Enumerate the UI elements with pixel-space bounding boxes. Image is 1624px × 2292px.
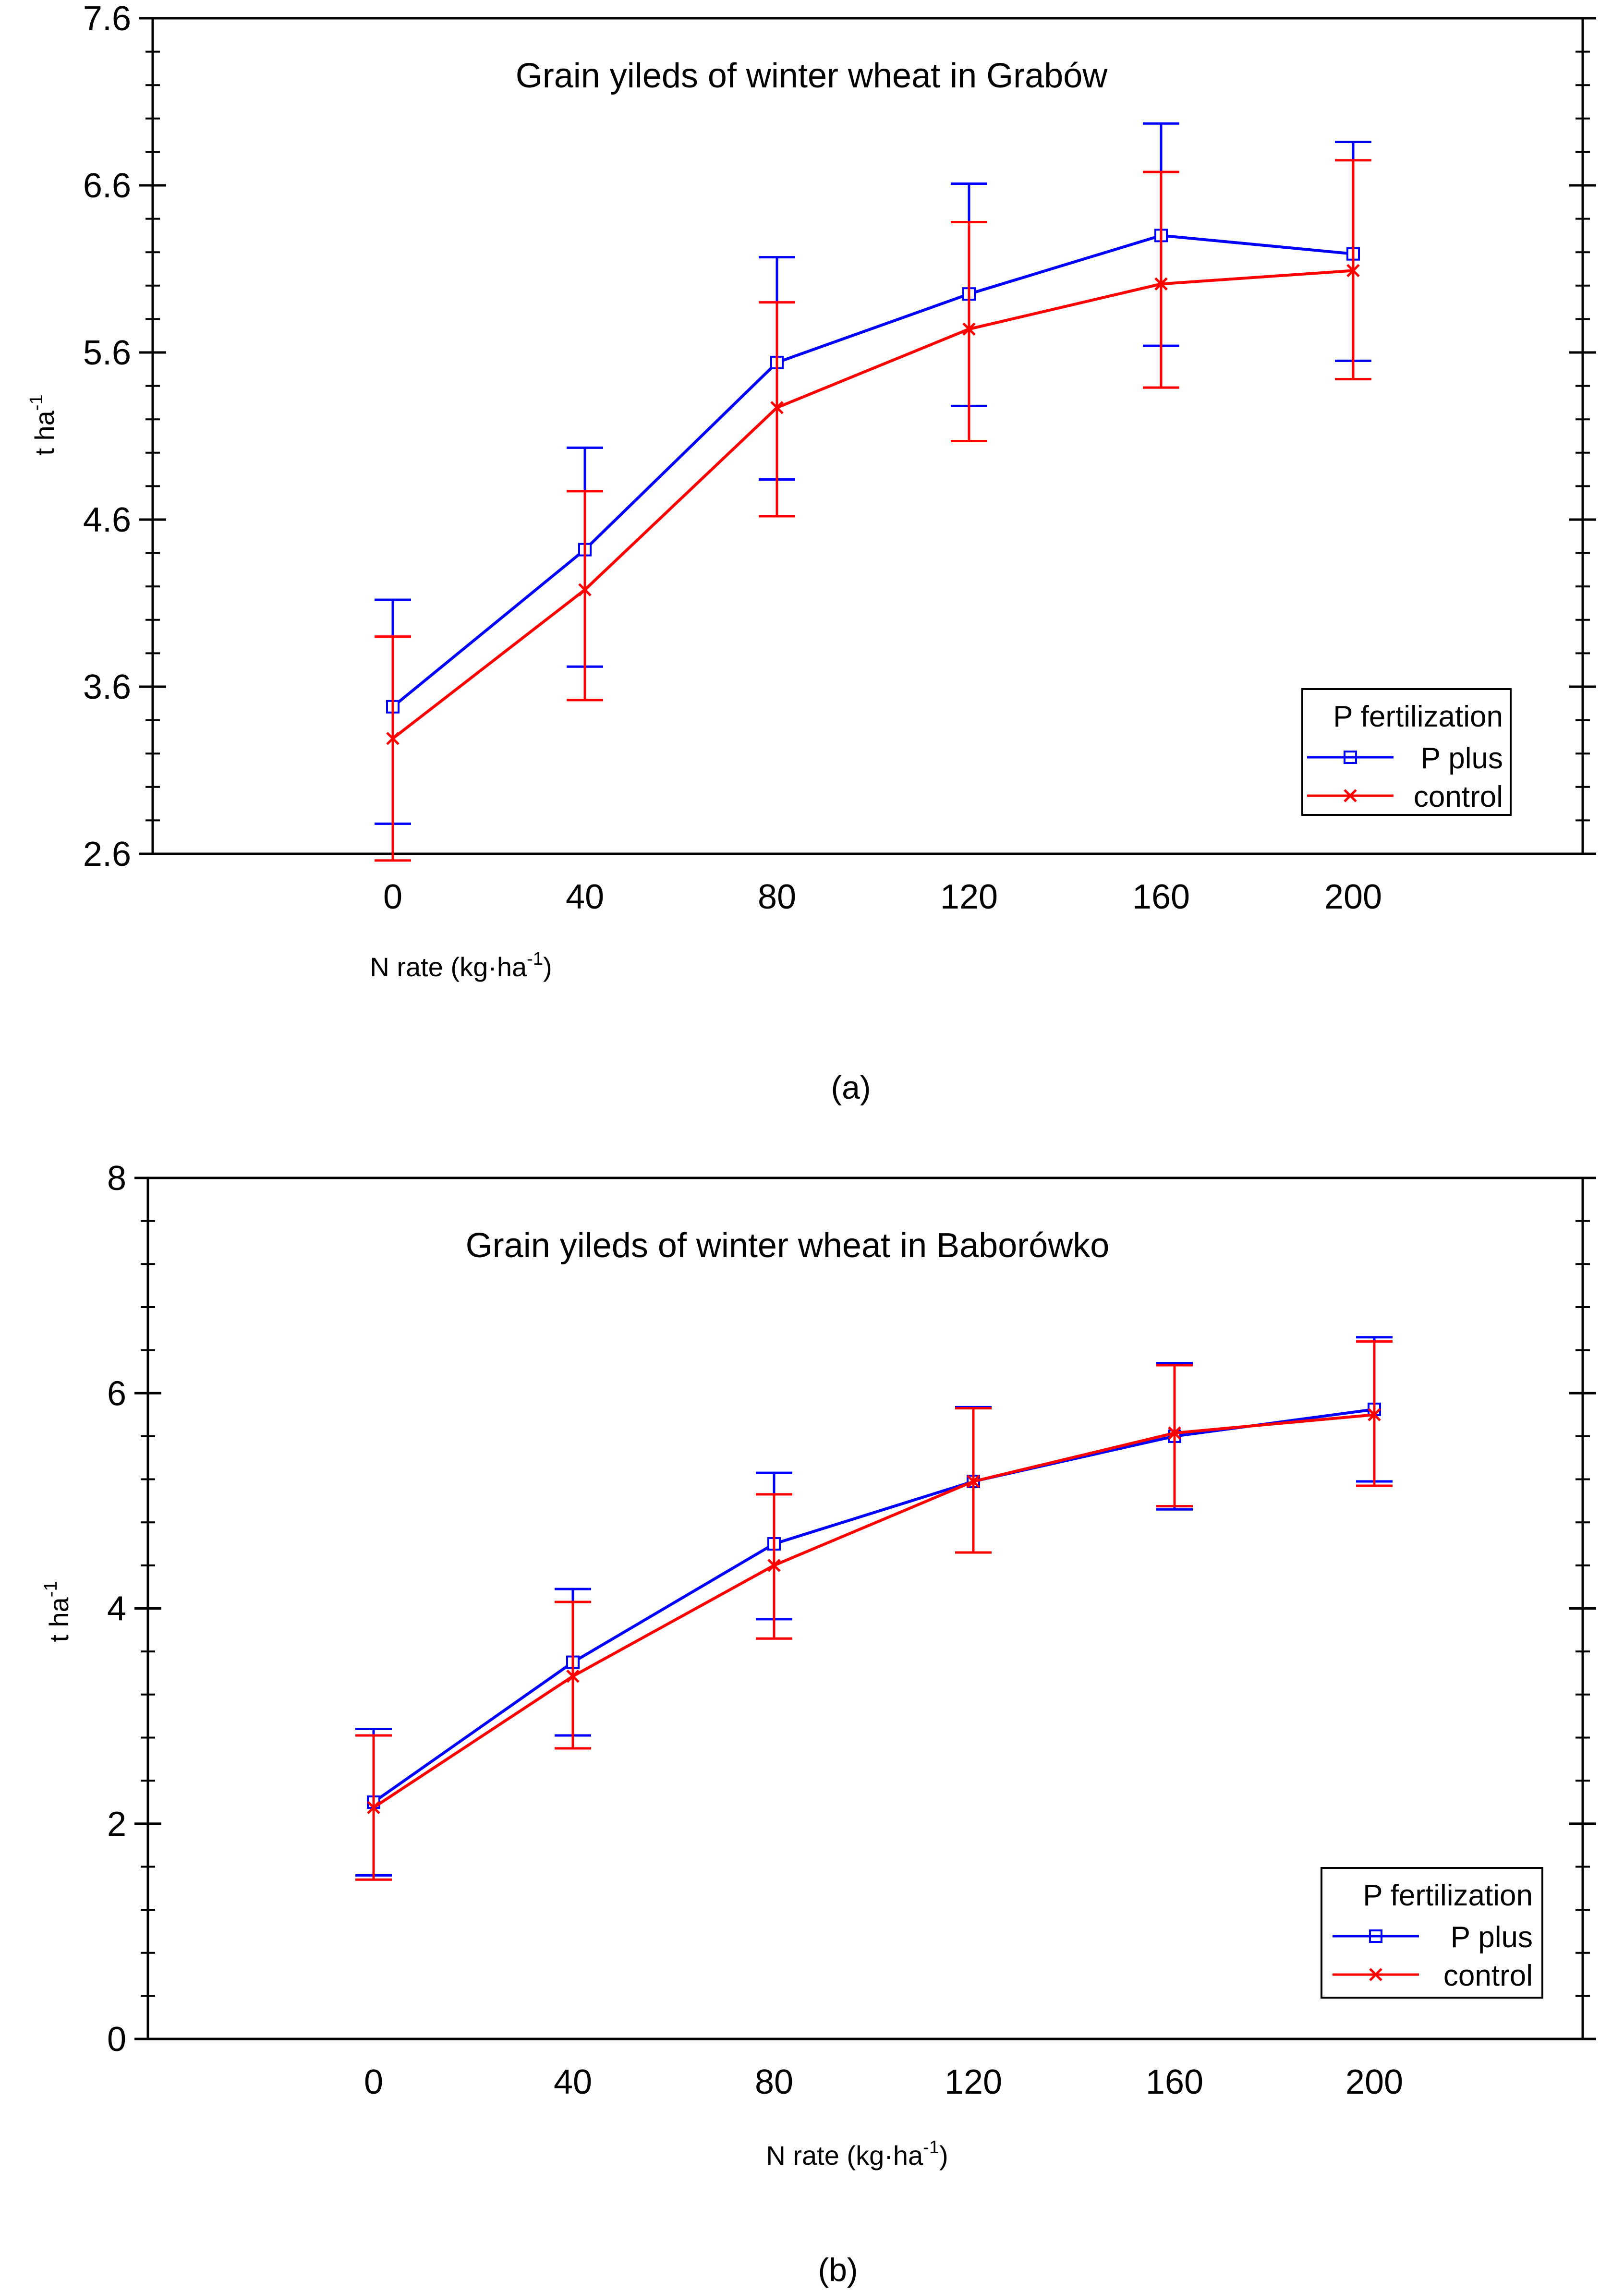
legend-entry-p-plus: P plus [1333, 1921, 1533, 1954]
legend-label-control: control [1414, 780, 1503, 813]
series-p-plus [375, 122, 1371, 825]
y-tick-label: 0 [107, 2020, 126, 2059]
legend-label-p-plus: P plus [1421, 742, 1503, 775]
legend-label-p-plus: P plus [1451, 1921, 1533, 1954]
y-tick-label: 4 [107, 1590, 126, 1628]
y-axis-title: t ha-1 [26, 394, 60, 455]
chart-baborowko: Grain yileds of winter wheat in Baborówk… [41, 1159, 1596, 2288]
y-tick-label: 6.6 [83, 167, 131, 205]
chart-title: Grain yileds of winter wheat in Grabów [516, 57, 1108, 95]
data-point-cross [1346, 264, 1360, 278]
series-line [373, 1413, 1375, 1809]
legend: P fertilization P plus control [1301, 688, 1512, 816]
data-point-cross [566, 1669, 580, 1683]
chart-grabow: Grain yileds of winter wheat in Grabów N… [26, 0, 1596, 1106]
x-tick-label: 0 [383, 878, 402, 916]
x-tick-label: 120 [945, 2063, 1002, 2101]
legend: P fertilization P plus control [1321, 1867, 1543, 1999]
legend-cross-marker [1344, 789, 1357, 802]
data-point-cross [1154, 277, 1168, 291]
x-tick-label: 80 [755, 2063, 793, 2101]
data-point-cross [578, 583, 592, 596]
series-line [392, 234, 1354, 708]
x-axis-title: N rate (kg·ha-1) [766, 2137, 948, 2171]
chart-title: Grain yileds of winter wheat in Baborówk… [466, 1226, 1110, 1265]
series-control [375, 159, 1371, 862]
y-tick-label: 4.6 [83, 501, 131, 539]
legend-title: P fertilization [1333, 700, 1503, 733]
x-tick-label: 80 [758, 878, 796, 916]
figure-caption: (b) [818, 2252, 858, 2288]
legend-square-marker [1369, 1929, 1382, 1943]
legend-square-marker [1344, 751, 1357, 764]
x-tick-label: 160 [1146, 2063, 1203, 2101]
series-control [355, 1340, 1393, 1881]
legend-box [1301, 688, 1512, 816]
data-point-cross [386, 732, 400, 745]
legend-cross-marker [1369, 1968, 1382, 1981]
legend-entry-control: control [1307, 780, 1503, 813]
data-point-cross [367, 1801, 380, 1814]
data-point-cross [1368, 1408, 1381, 1421]
x-tick-label: 40 [566, 878, 604, 916]
x-tick-label: 200 [1324, 878, 1382, 916]
y-tick-label: 5.6 [83, 334, 131, 372]
data-point-cross [770, 401, 784, 414]
data-point-cross [767, 1559, 781, 1572]
y-tick-label: 8 [107, 1159, 126, 1198]
plot-area: 2.6 3.6 4.6 5.6 6.6 7.6 0 40 80 120 160 200 [83, 0, 1596, 916]
plot-frame [151, 17, 1584, 855]
series-line [392, 269, 1354, 740]
x-tick-label: 120 [940, 878, 998, 916]
x-tick-label: 0 [364, 2063, 383, 2101]
x-tick-label: 200 [1345, 2063, 1403, 2101]
y-tick-label: 2 [107, 1805, 126, 1843]
y-axis-title: t ha-1 [41, 1581, 74, 1642]
x-axis-title: N rate (kg·ha-1) [370, 949, 552, 982]
data-point-cross [1168, 1426, 1181, 1440]
x-tick-label: 40 [554, 2063, 592, 2101]
y-tick-label: 3.6 [83, 668, 131, 706]
series-p-plus [355, 1336, 1393, 1877]
series-line [373, 1407, 1375, 1804]
x-tick-label: 160 [1132, 878, 1190, 916]
legend-entry-p-plus: P plus [1307, 742, 1503, 775]
legend-entry-control: control [1333, 1959, 1533, 1992]
y-tick-label: 6 [107, 1374, 126, 1413]
data-point-cross [967, 1475, 980, 1488]
legend-box [1321, 1867, 1543, 1999]
y-tick-label: 7.6 [83, 0, 131, 38]
y-tick-label: 2.6 [83, 835, 131, 873]
figure-caption: (a) [831, 1069, 871, 1106]
legend-title: P fertilization [1363, 1879, 1533, 1912]
legend-label-control: control [1443, 1959, 1533, 1992]
data-point-cross [962, 322, 976, 336]
